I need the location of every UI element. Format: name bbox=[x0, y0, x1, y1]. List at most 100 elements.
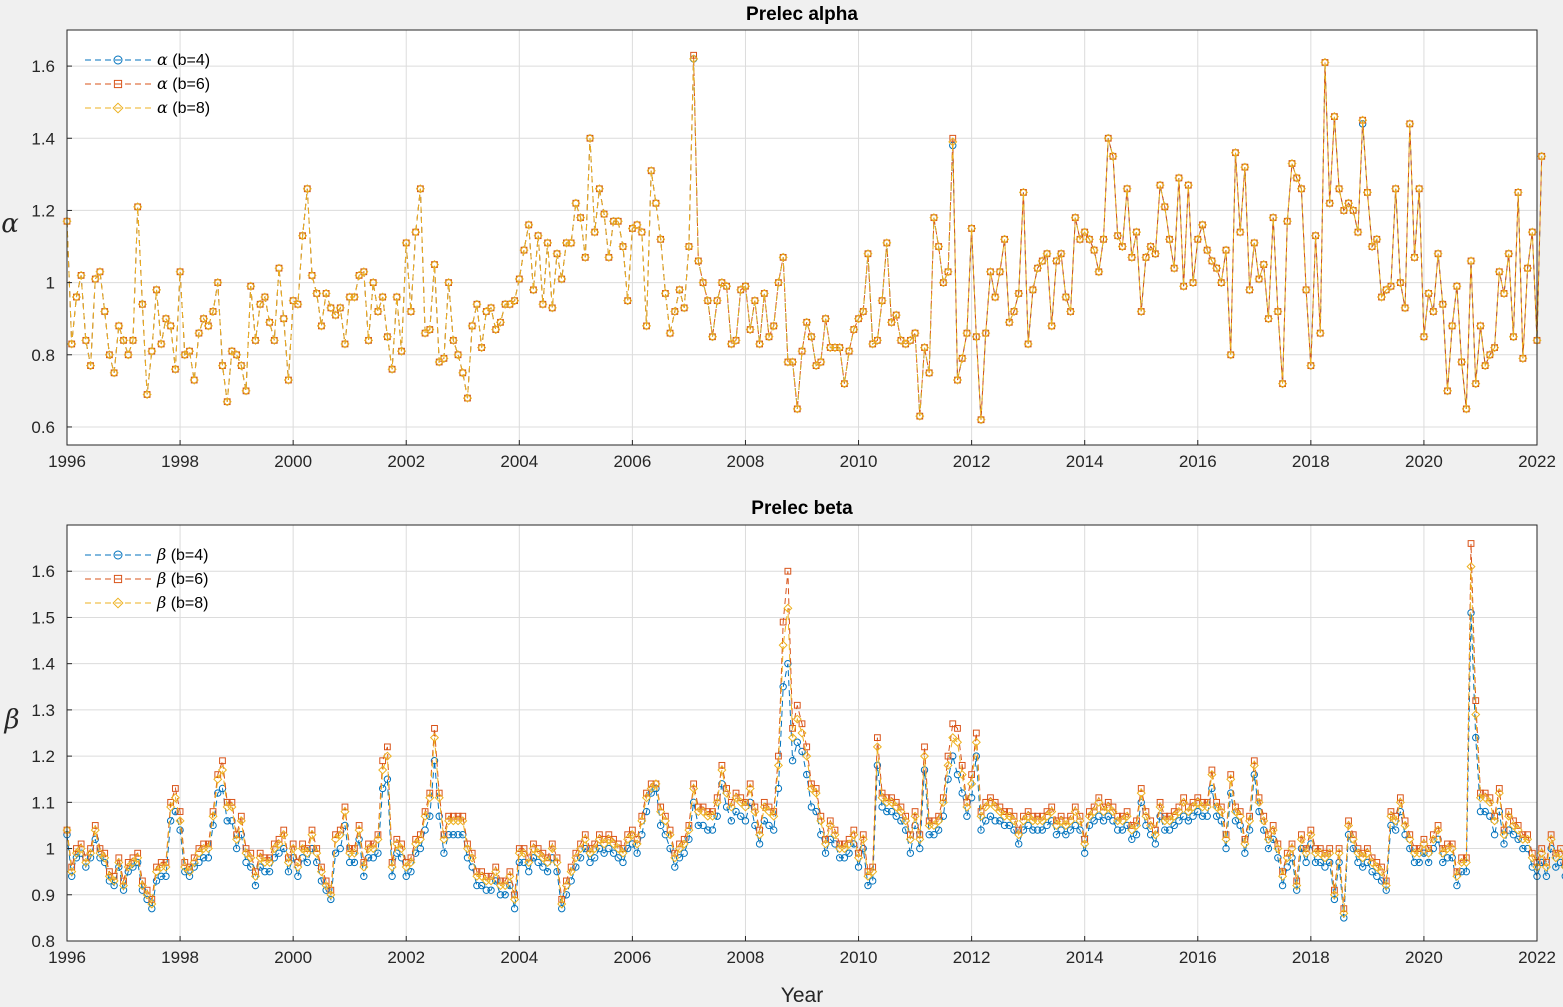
beta-ytick-label: 1.4 bbox=[31, 655, 55, 674]
beta-data-point bbox=[864, 881, 872, 890]
beta-data-point bbox=[854, 863, 863, 871]
beta-data-point bbox=[1221, 834, 1231, 844]
beta-data-point bbox=[1354, 845, 1362, 852]
beta-data-point bbox=[576, 844, 586, 854]
beta-data-point bbox=[1098, 807, 1109, 817]
alpha-data-point bbox=[429, 260, 440, 270]
alpha-data-point bbox=[1179, 281, 1189, 291]
beta-data-point bbox=[322, 877, 330, 885]
alpha-data-point bbox=[971, 332, 981, 342]
alpha-data-point bbox=[100, 306, 110, 317]
beta-data-point bbox=[1551, 853, 1561, 863]
alpha-data-point bbox=[1494, 267, 1504, 277]
beta-data-point bbox=[1062, 817, 1070, 825]
alpha-data-point bbox=[845, 347, 853, 355]
alpha-data-point bbox=[382, 332, 392, 342]
beta-data-point bbox=[958, 789, 966, 797]
beta-data-point bbox=[1122, 811, 1132, 821]
beta-data-point bbox=[137, 880, 147, 891]
beta-data-point bbox=[925, 830, 933, 839]
beta-data-point bbox=[496, 891, 505, 899]
alpha-data-point bbox=[910, 328, 920, 338]
alpha-data-point bbox=[492, 326, 500, 333]
beta-ytick-label: 1 bbox=[46, 840, 55, 859]
beta-data-point bbox=[553, 854, 561, 862]
beta-data-point bbox=[1528, 863, 1536, 871]
beta-data-point bbox=[1236, 821, 1244, 830]
alpha-data-point bbox=[1268, 213, 1278, 223]
alpha-data-point bbox=[378, 292, 388, 302]
beta-data-point bbox=[1273, 844, 1283, 854]
beta-data-point bbox=[1010, 812, 1018, 820]
beta-data-point bbox=[798, 747, 806, 756]
beta-data-point bbox=[755, 840, 764, 848]
alpha-data-point bbox=[95, 267, 105, 277]
beta-data-point bbox=[302, 848, 312, 858]
beta-data-point bbox=[166, 817, 175, 825]
beta-data-point bbox=[1029, 812, 1037, 820]
beta-data-point bbox=[1325, 848, 1335, 858]
alpha-data-point bbox=[690, 51, 698, 59]
alpha-data-point bbox=[1150, 249, 1160, 259]
alpha-data-point bbox=[543, 238, 553, 248]
beta-data-point bbox=[412, 835, 420, 843]
alpha-data-point bbox=[270, 336, 278, 344]
beta-data-point bbox=[600, 835, 608, 843]
beta-data-point bbox=[534, 845, 542, 852]
alpha-data-point bbox=[684, 241, 694, 252]
alpha-data-point bbox=[213, 278, 223, 288]
beta-data-point bbox=[1166, 812, 1173, 820]
beta-data-point bbox=[430, 757, 439, 765]
alpha-legend-entry: α (b=6) bbox=[85, 74, 210, 93]
beta-data-point bbox=[1051, 820, 1061, 830]
beta-data-point bbox=[778, 640, 788, 650]
beta-data-point bbox=[143, 886, 151, 894]
beta-data-point bbox=[1372, 862, 1382, 872]
alpha-data-point bbox=[1245, 285, 1255, 295]
alpha-data-point bbox=[1315, 328, 1325, 338]
beta-data-point bbox=[416, 831, 424, 839]
alpha-data-point bbox=[1293, 174, 1301, 182]
alpha-xtick-label: 2014 bbox=[1066, 452, 1104, 471]
beta-data-point bbox=[1320, 853, 1330, 863]
beta-data-point bbox=[921, 743, 928, 751]
alpha-data-point bbox=[288, 296, 298, 306]
beta-data-point bbox=[1495, 785, 1503, 792]
beta-data-point bbox=[1009, 816, 1019, 826]
beta-data-point bbox=[930, 830, 938, 839]
beta-data-point bbox=[1301, 848, 1311, 858]
beta-data-point bbox=[1274, 854, 1282, 862]
beta-data-point bbox=[519, 848, 529, 858]
beta-data-point bbox=[844, 839, 854, 849]
beta-data-point bbox=[341, 803, 349, 811]
alpha-data-point bbox=[491, 324, 501, 335]
beta-data-point bbox=[929, 820, 939, 830]
beta-data-point bbox=[72, 854, 81, 862]
alpha-data-point bbox=[1504, 249, 1514, 259]
beta-data-point bbox=[350, 858, 359, 867]
beta-data-point bbox=[1217, 817, 1226, 825]
beta-data-point bbox=[1076, 826, 1084, 834]
alpha-data-point bbox=[137, 299, 147, 309]
beta-data-point bbox=[825, 820, 835, 830]
alpha-data-point bbox=[444, 278, 454, 288]
alpha-data-point bbox=[839, 379, 849, 389]
alpha-data-point bbox=[495, 317, 506, 327]
beta-data-point bbox=[1236, 808, 1244, 815]
alpha-data-point bbox=[882, 238, 892, 248]
beta-data-point bbox=[321, 880, 331, 891]
beta-data-point bbox=[742, 798, 749, 806]
alpha-legend-label: α (b=6) bbox=[157, 74, 210, 93]
beta-data-point bbox=[1175, 803, 1183, 811]
alpha-data-point bbox=[368, 278, 378, 288]
alpha-data-point bbox=[1113, 231, 1123, 241]
beta-data-point bbox=[676, 840, 683, 848]
alpha-data-point bbox=[227, 346, 237, 356]
beta-legend-entry: β (b=6) bbox=[85, 569, 209, 588]
beta-data-point bbox=[680, 835, 688, 843]
beta-data-point bbox=[878, 803, 886, 811]
beta-data-point bbox=[416, 844, 425, 853]
beta-data-point bbox=[1433, 825, 1443, 835]
alpha-data-point bbox=[120, 336, 127, 344]
beta-data-point bbox=[506, 868, 514, 876]
